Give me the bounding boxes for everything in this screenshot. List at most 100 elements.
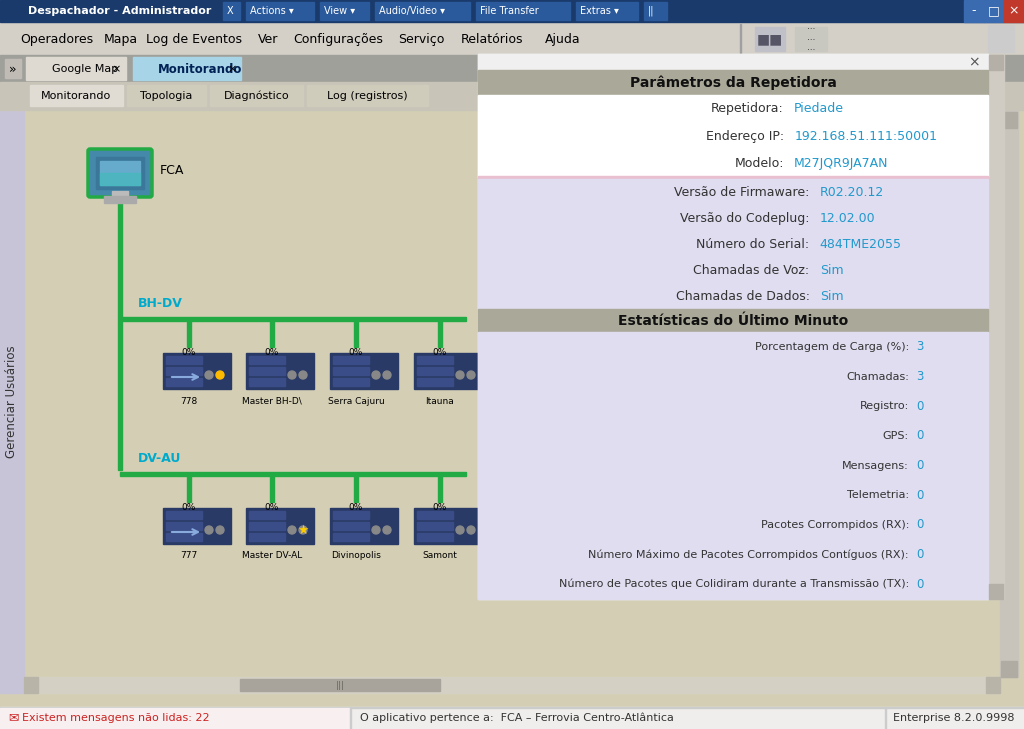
Bar <box>795 27 827 51</box>
Bar <box>478 332 988 599</box>
Bar <box>478 70 988 95</box>
Bar <box>163 508 231 544</box>
Text: Actions ▾: Actions ▾ <box>250 6 293 16</box>
Text: ✉: ✉ <box>8 712 18 725</box>
Bar <box>249 378 285 386</box>
Bar <box>127 85 206 106</box>
Bar <box>417 367 453 375</box>
Text: Audio/Video ▾: Audio/Video ▾ <box>379 6 445 16</box>
Text: Log (registros): Log (registros) <box>328 91 408 101</box>
Bar <box>100 173 140 185</box>
Text: 0: 0 <box>916 429 924 443</box>
Bar <box>0 55 1024 82</box>
Bar <box>307 85 428 106</box>
Bar <box>414 508 482 544</box>
Bar <box>166 522 202 530</box>
Text: 484TME2055: 484TME2055 <box>819 238 902 251</box>
Text: Estatísticas do Último Minuto: Estatísticas do Último Minuto <box>617 313 848 327</box>
Bar <box>133 57 241 80</box>
Bar <box>414 353 482 389</box>
Bar <box>246 353 314 389</box>
Text: O aplicativo pertence a:  FCA – Ferrovia Centro-Atlântica: O aplicativo pertence a: FCA – Ferrovia … <box>360 713 674 723</box>
Text: -: - <box>972 4 976 17</box>
Bar <box>989 584 1002 599</box>
Text: 0: 0 <box>916 548 924 561</box>
Text: Sim: Sim <box>819 289 844 303</box>
Text: Topologia: Topologia <box>140 91 193 101</box>
Bar <box>249 522 285 530</box>
Circle shape <box>372 371 380 379</box>
Bar <box>417 378 453 386</box>
Text: 12.02.00: 12.02.00 <box>819 211 876 225</box>
Text: Número de Pacotes que Colidiram durante a Transmissão (TX):: Número de Pacotes que Colidiram durante … <box>559 579 909 590</box>
Text: 0%: 0% <box>182 348 197 356</box>
Circle shape <box>383 526 391 534</box>
Bar <box>249 367 285 375</box>
Text: Serra Cajuru: Serra Cajuru <box>328 397 384 405</box>
Text: 0%: 0% <box>182 502 197 512</box>
Bar <box>163 353 231 389</box>
Text: ■■: ■■ <box>757 32 783 46</box>
Bar <box>333 367 369 375</box>
Bar <box>270 319 274 347</box>
Bar <box>120 317 466 321</box>
Text: M27JQR9JA7AN: M27JQR9JA7AN <box>795 157 889 170</box>
Bar <box>414 508 482 544</box>
Text: 0: 0 <box>916 518 924 531</box>
Text: X: X <box>227 6 233 16</box>
Bar <box>417 356 453 364</box>
Text: Versão de Firmaware:: Versão de Firmaware: <box>674 185 810 198</box>
Text: ⋯
⋯
⋯: ⋯ ⋯ ⋯ <box>807 24 815 54</box>
Bar <box>478 54 988 70</box>
Bar <box>166 356 202 364</box>
Text: Enterprise 8.2.0.9998: Enterprise 8.2.0.9998 <box>893 713 1015 723</box>
Text: Modelo:: Modelo: <box>734 157 784 170</box>
Bar <box>333 511 369 519</box>
Text: 3: 3 <box>916 370 924 383</box>
Text: 3: 3 <box>916 340 924 354</box>
Bar <box>246 508 314 544</box>
Text: Extras ▾: Extras ▾ <box>580 6 618 16</box>
Bar <box>24 677 38 693</box>
Bar <box>5 59 22 78</box>
Text: Chamadas:: Chamadas: <box>846 372 909 381</box>
Text: ×: × <box>1009 4 1019 17</box>
Text: Diagnóstico: Diagnóstico <box>223 90 290 101</box>
Bar <box>330 508 398 544</box>
Text: Porcentagem de Carga (%):: Porcentagem de Carga (%): <box>755 342 909 352</box>
Text: Existem mensagens não lidas: 22: Existem mensagens não lidas: 22 <box>22 713 210 723</box>
Bar <box>246 2 314 20</box>
Text: Monitorando: Monitorando <box>41 91 112 101</box>
Text: Mensagens:: Mensagens: <box>842 461 909 470</box>
Bar <box>0 22 1024 55</box>
Bar <box>26 57 126 80</box>
Bar <box>30 85 123 106</box>
Bar <box>330 353 398 389</box>
Bar <box>0 708 350 729</box>
Bar <box>118 195 122 470</box>
Text: Ajuda: Ajuda <box>545 33 581 45</box>
FancyBboxPatch shape <box>88 149 152 197</box>
Text: Despachador - Administrador: Despachador - Administrador <box>28 6 211 16</box>
Bar <box>414 353 482 389</box>
Text: View ▾: View ▾ <box>324 6 355 16</box>
Text: 192.168.51.111:50001: 192.168.51.111:50001 <box>795 130 937 142</box>
Text: 778: 778 <box>180 397 198 405</box>
Bar <box>163 353 231 389</box>
Bar <box>223 2 240 20</box>
Circle shape <box>467 526 475 534</box>
Bar <box>246 508 314 544</box>
Bar <box>249 511 285 519</box>
Bar <box>478 54 988 599</box>
Text: Log de Eventos: Log de Eventos <box>146 33 242 45</box>
Bar <box>163 508 231 544</box>
Bar <box>438 319 442 347</box>
Text: |||: ||| <box>336 680 344 690</box>
Circle shape <box>288 371 296 379</box>
Text: Master DV-AL: Master DV-AL <box>242 552 302 561</box>
Bar <box>240 679 440 691</box>
Text: Repetidora:: Repetidora: <box>712 102 784 115</box>
Bar <box>249 356 285 364</box>
Text: Chamadas de Dados:: Chamadas de Dados: <box>676 289 810 303</box>
Text: Gerenciar Usuários: Gerenciar Usuários <box>5 346 18 458</box>
